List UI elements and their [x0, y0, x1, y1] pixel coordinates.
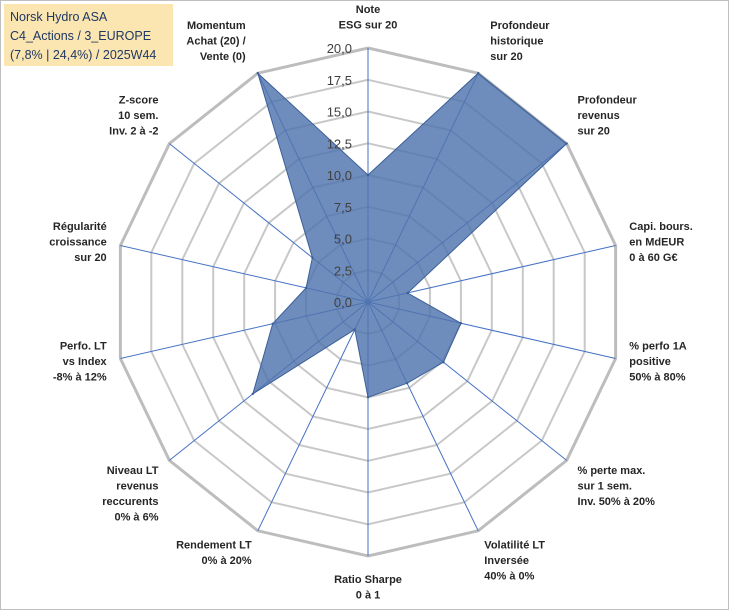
- data-point-4: [459, 322, 463, 325]
- axis-label-10-line-1: vs Index: [63, 356, 108, 368]
- tick-label: 5,0: [334, 232, 352, 247]
- radial-tick-labels: 0,0 2,5 5,0 7,5 10,0 12,5 15,0 17,5 20,0: [327, 41, 352, 310]
- axis-label-2-line-1: revenus: [578, 110, 620, 122]
- axis-label-0-line-1: ESG sur 20: [339, 20, 398, 32]
- axis-label-9-line-3: 0% à 6%: [114, 512, 158, 524]
- data-point-6: [405, 382, 409, 385]
- data-point-13: [256, 72, 259, 75]
- title-company: Norsk Hydro ASA: [10, 10, 108, 24]
- axis-label-5-line-1: sur 1 sem.: [578, 481, 632, 493]
- tick-label: 7,5: [334, 200, 352, 215]
- axis-label-12-line-1: 10 sem.: [118, 110, 158, 122]
- data-point-2: [565, 142, 568, 145]
- tick-label: 15,0: [327, 105, 352, 120]
- axis-label-13-line-0: Momentum: [187, 20, 246, 32]
- data-point-10: [271, 322, 274, 325]
- spoke-3: [367, 245, 616, 303]
- tick-label: 17,5: [327, 73, 352, 88]
- axis-label-7-line-1: 0 à 1: [356, 590, 380, 602]
- spoke-8: [257, 301, 369, 532]
- axis-label-6-line-0: Volatilité LT: [484, 540, 545, 552]
- data-point-0: [366, 173, 370, 177]
- axis-label-2-line-2: sur 20: [578, 125, 610, 137]
- axis-label-3-line-2: 0 à 60 G€: [629, 252, 677, 264]
- data-point-11: [304, 286, 308, 290]
- axis-label-5-line-2: Inv. 50% à 20%: [578, 496, 656, 508]
- axis-label-1-line-2: sur 20: [490, 51, 522, 63]
- data-point-9: [251, 392, 254, 396]
- axis-label-9-line-1: revenus: [116, 481, 158, 493]
- tick-label: 20,0: [327, 41, 352, 56]
- data-point-12: [311, 256, 314, 259]
- axis-label-8-line-1: 0% à 20%: [202, 555, 252, 567]
- axis-label-13-line-2: Vente (0): [200, 51, 246, 63]
- axis-label-1-line-0: Profondeur: [490, 20, 550, 32]
- axis-label-13-line-1: Achat (20) /: [186, 36, 245, 48]
- radar-series: [251, 71, 568, 399]
- data-point-3: [406, 291, 409, 295]
- title-category: C4_Actions / 3_EUROPE: [10, 29, 152, 43]
- axis-label-12-line-2: Inv. 2 à -2: [109, 125, 158, 137]
- axis-label-4-line-0: % perfo 1A: [629, 340, 687, 352]
- tick-label: 2,5: [334, 263, 352, 278]
- axis-label-11-line-0: Régularité: [53, 221, 107, 233]
- axis-label-4-line-1: positive: [629, 356, 671, 368]
- axis-label-2-line-0: Profondeur: [578, 94, 638, 106]
- axis-label-5-line-0: % perte max.: [578, 465, 646, 477]
- chart-title-box: Norsk Hydro ASA C4_Actions / 3_EUROPE (7…: [4, 4, 173, 66]
- axis-label-3-line-0: Capi. bours.: [629, 221, 693, 233]
- tick-label: 12,5: [327, 136, 352, 151]
- data-point-8: [353, 328, 356, 331]
- axis-label-3-line-1: en MdEUR: [629, 237, 684, 249]
- data-point-7: [366, 396, 370, 399]
- axis-label-11-line-2: sur 20: [74, 252, 106, 264]
- tick-label: 0,0: [334, 295, 352, 310]
- axis-label-8-line-0: Rendement LT: [176, 540, 252, 552]
- axis-label-10-line-2: -8% à 12%: [53, 371, 107, 383]
- axis-label-6-line-2: 40% à 0%: [484, 571, 534, 583]
- axis-label-0-line-0: Note: [356, 4, 380, 16]
- axis-label-9-line-0: Niveau LT: [107, 465, 159, 477]
- axis-label-9-line-2: reccurents: [102, 496, 158, 508]
- data-point-1: [477, 72, 480, 75]
- axis-label-7-line-0: Ratio Sharpe: [334, 574, 402, 586]
- axis-label-11-line-1: croissance: [49, 237, 106, 249]
- tick-label: 10,0: [327, 168, 352, 183]
- axis-label-10-line-0: Perfo. LT: [60, 340, 107, 352]
- axis-labels: Note ESG sur 20 Profondeur historique sur 20…: [49, 4, 693, 602]
- axis-label-12-line-0: Z-score: [119, 94, 159, 106]
- axis-label-6-line-1: Inversée: [484, 555, 529, 567]
- title-stats: (7,8% | 24,4%) / 2025W44: [10, 48, 157, 62]
- data-point-5: [442, 361, 445, 364]
- axis-label-1-line-1: historique: [490, 36, 543, 48]
- axis-label-4-line-2: 50% à 80%: [629, 371, 685, 383]
